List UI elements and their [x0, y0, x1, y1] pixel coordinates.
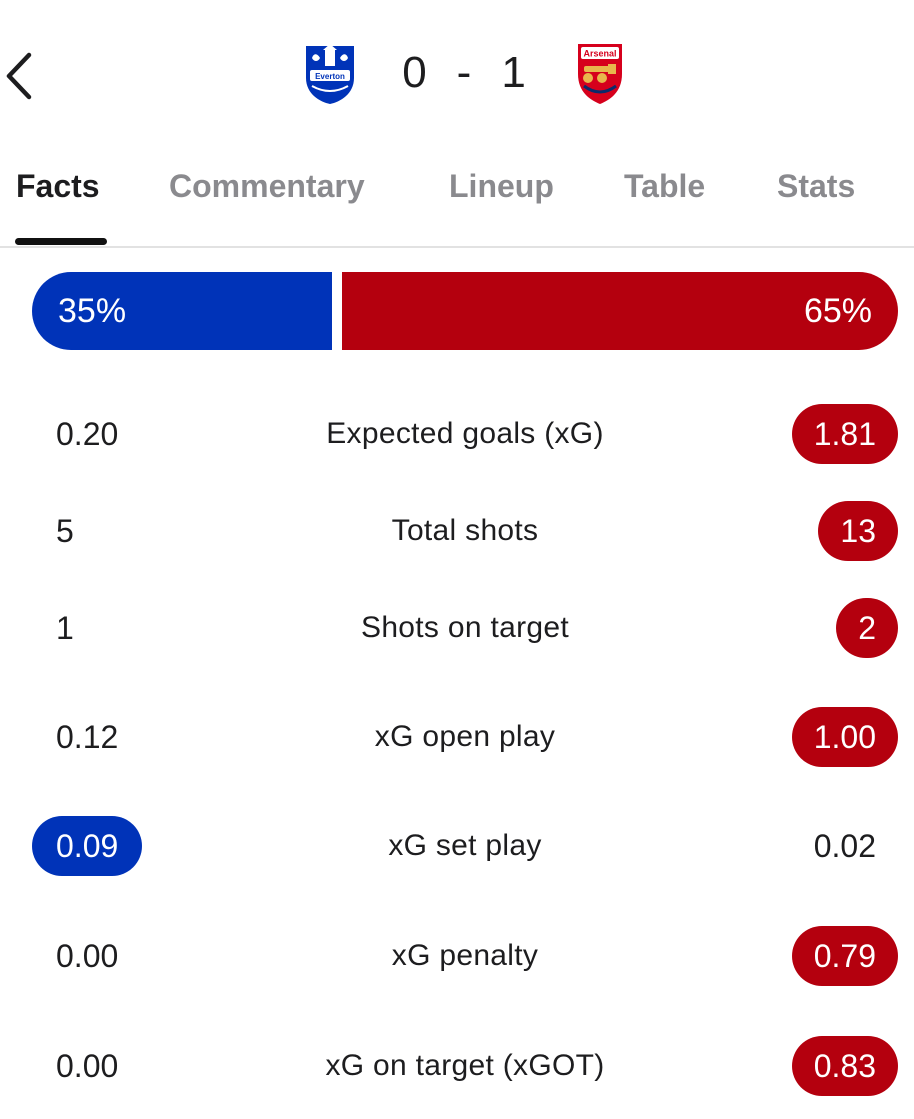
- score: 0 - 1: [402, 48, 528, 98]
- stat-home-value: 0.09: [32, 816, 143, 876]
- away-score: 1: [501, 48, 528, 97]
- stat-away-value: 1.81: [791, 404, 898, 464]
- active-tab-indicator: [15, 238, 107, 245]
- stat-away-value: 1.00: [791, 707, 898, 767]
- possession-home: 35%: [32, 272, 332, 350]
- stat-home-value: 5: [56, 512, 74, 549]
- stat-row-total-shots: 5 Total shots 13: [0, 501, 914, 561]
- svg-text:Arsenal: Arsenal: [583, 49, 616, 59]
- stat-home-value: 0.00: [56, 937, 119, 974]
- stat-row-xgot: 0.00 xG on target (xGOT) 0.83: [0, 1036, 914, 1096]
- stat-row-shots-on-target: 1 Shots on target 2: [0, 598, 914, 658]
- possession-divider: [332, 272, 342, 350]
- stat-label: Shots on target: [361, 611, 569, 644]
- stat-away-value: 0.79: [791, 926, 898, 986]
- tab-stats[interactable]: Stats: [777, 168, 856, 204]
- everton-crest-icon[interactable]: Everton: [300, 40, 360, 106]
- home-score: 0: [402, 48, 429, 97]
- stat-home-value: 0.12: [56, 718, 119, 755]
- stat-row-xg-open-play: 0.12 xG open play 1.00: [0, 707, 914, 767]
- stat-away-value: 2: [836, 598, 898, 658]
- stat-home-value: 1: [56, 609, 74, 646]
- stat-label: Total shots: [391, 514, 539, 547]
- stat-row-xg-set-play: 0.09 xG set play 0.02: [0, 816, 914, 876]
- tab-commentary[interactable]: Commentary: [169, 168, 365, 204]
- stat-away-value: 0.83: [791, 1036, 898, 1096]
- stat-label: xG set play: [388, 829, 542, 862]
- possession-away-label: 65%: [803, 291, 872, 330]
- stat-label: xG penalty: [391, 939, 539, 972]
- stat-away-value: 13: [818, 501, 898, 561]
- match-tabs: Facts Commentary Lineup Table Stats: [0, 150, 914, 248]
- stat-home-value: 0.00: [56, 1047, 119, 1084]
- possession-home-label: 35%: [58, 291, 127, 330]
- possession-away: 65%: [342, 272, 898, 350]
- stat-label: xG on target (xGOT): [325, 1049, 605, 1082]
- stat-label: xG open play: [374, 720, 556, 753]
- svg-text:Everton: Everton: [315, 72, 345, 81]
- score-separator: -: [456, 48, 474, 97]
- scoreline: Everton 0 - 1 Arsenal: [300, 40, 630, 106]
- stat-home-value: 0.20: [56, 415, 119, 452]
- match-header: Everton 0 - 1 Arsenal: [0, 0, 914, 140]
- stat-row-xg: 0.20 Expected goals (xG) 1.81: [0, 404, 914, 464]
- arsenal-crest-icon[interactable]: Arsenal: [570, 40, 630, 106]
- back-button[interactable]: [0, 48, 40, 104]
- chevron-left-icon: [6, 52, 32, 100]
- stat-label: Expected goals (xG): [326, 417, 604, 450]
- tab-facts[interactable]: Facts: [16, 168, 100, 204]
- tab-lineup[interactable]: Lineup: [449, 168, 554, 204]
- stat-row-xg-penalty: 0.00 xG penalty 0.79: [0, 926, 914, 986]
- possession-bar: 35% 65%: [32, 272, 898, 350]
- tab-table[interactable]: Table: [624, 168, 706, 204]
- stat-away-value: 0.02: [813, 827, 876, 864]
